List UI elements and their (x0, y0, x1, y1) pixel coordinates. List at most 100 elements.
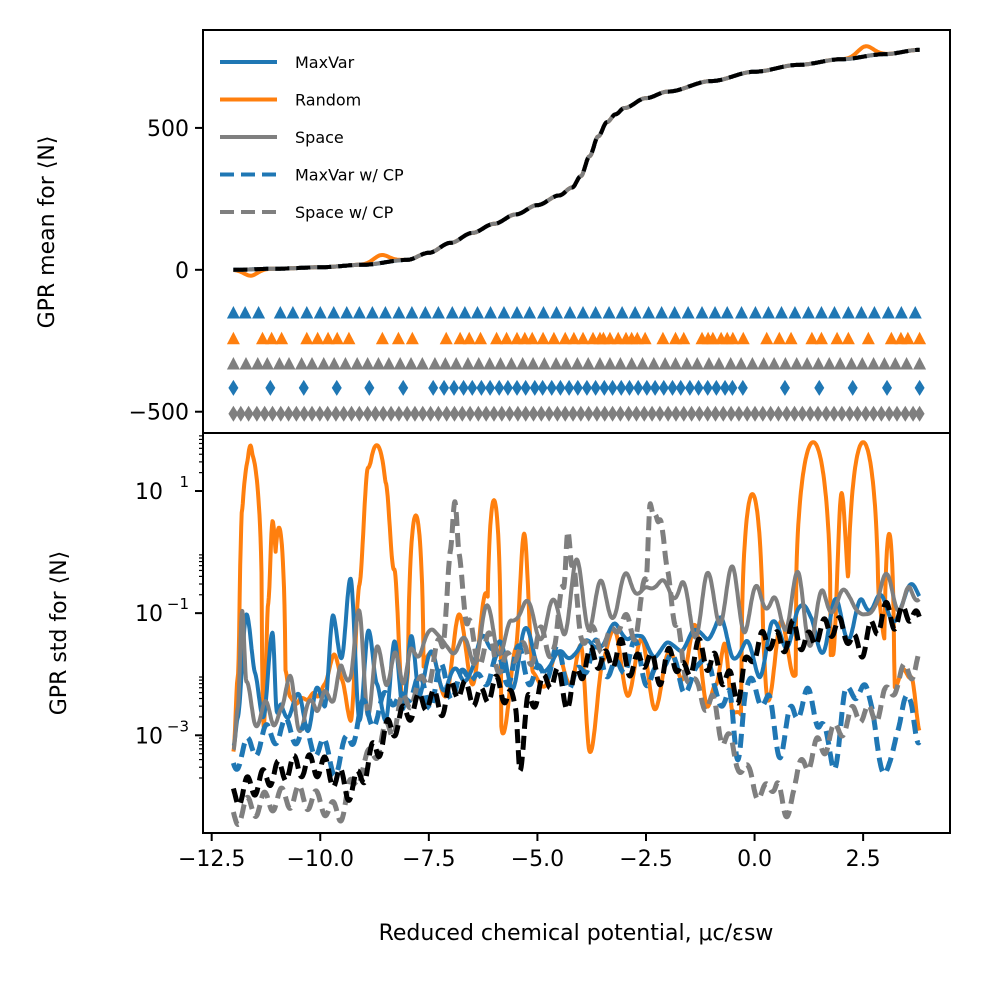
sample-marker-1-53 (884, 331, 898, 345)
sample-marker-0-4 (286, 305, 300, 319)
sample-marker-0-13 (405, 305, 419, 319)
sample-marker-1-14 (462, 331, 476, 345)
sample-marker-2-59 (877, 357, 891, 370)
sample-marker-1-7 (330, 331, 344, 345)
sample-marker-1-16 (490, 331, 504, 345)
sample-marker-0-17 (458, 305, 472, 319)
sample-marker-1-43 (726, 331, 740, 345)
sample-marker-2-50 (778, 357, 792, 370)
sample-marker-1-1 (255, 331, 269, 345)
sample-marker-4-45 (583, 405, 594, 422)
sample-marker-3-36 (693, 379, 704, 396)
sample-marker-2-19 (438, 357, 452, 370)
sample-marker-4-75 (821, 405, 832, 422)
sample-marker-3-42 (779, 379, 790, 396)
sample-marker-2-55 (833, 357, 847, 370)
bottom-panel (230, 440, 922, 827)
sample-marker-4-49 (615, 405, 626, 422)
sample-marker-4-7 (283, 405, 294, 422)
sample-marker-3-30 (641, 379, 652, 396)
sample-marker-4-31 (473, 405, 484, 422)
sample-marker-1-56 (913, 331, 927, 345)
sample-marker-0-24 (550, 305, 564, 319)
sample-marker-3-9 (458, 379, 469, 396)
sample-marker-2-33 (593, 357, 607, 370)
top-line-random (233, 44, 920, 278)
sample-marker-2-27 (526, 357, 540, 370)
sample-marker-2-39 (658, 357, 672, 370)
sample-marker-1-17 (500, 331, 514, 345)
sample-marker-2-31 (570, 357, 584, 370)
sample-marker-3-23 (581, 379, 592, 396)
xtick-label-3: −5.0 (511, 847, 564, 872)
bottom-ytick-exp-0: 1 (179, 473, 189, 491)
sample-marker-4-13 (330, 405, 341, 422)
sample-marker-4-69 (773, 405, 784, 422)
top-ytick-label-2: −500 (129, 401, 189, 426)
xtick-label-4: −2.5 (619, 847, 672, 872)
bottom-y-axis-label: GPR std for ⟨N⟩ (47, 551, 72, 716)
sample-marker-1-3 (275, 331, 289, 345)
sample-marker-2-1 (239, 357, 253, 370)
xtick-label-0: −12.5 (178, 847, 245, 872)
sample-marker-2-42 (690, 357, 704, 370)
sample-marker-4-52 (639, 405, 650, 422)
xtick-label-6: 2.5 (846, 847, 881, 872)
sample-marker-2-53 (811, 357, 825, 370)
sample-marker-1-52 (861, 331, 875, 345)
sample-marker-1-25 (576, 331, 590, 345)
sample-marker-2-48 (757, 357, 771, 370)
sample-marker-4-17 (362, 405, 373, 422)
sample-marker-0-2 (252, 305, 266, 319)
sample-marker-2-7 (305, 357, 319, 370)
sample-marker-1-23 (558, 331, 572, 345)
sample-marker-3-34 (675, 379, 686, 396)
sample-marker-1-20 (525, 331, 539, 345)
sample-marker-1-34 (638, 331, 652, 345)
sample-marker-0-49 (881, 305, 895, 319)
bottom-ytick-label-1: 10 (135, 602, 163, 627)
sample-marker-4-80 (860, 405, 871, 422)
sample-marker-0-25 (563, 305, 577, 319)
sample-marker-4-23 (409, 405, 420, 422)
sample-marker-0-47 (854, 305, 868, 319)
sample-marker-4-29 (457, 405, 468, 422)
sample-marker-4-32 (481, 405, 492, 422)
sample-marker-2-9 (327, 357, 341, 370)
sample-marker-0-16 (445, 305, 459, 319)
sample-marker-4-68 (765, 405, 776, 422)
sample-marker-4-34 (496, 405, 507, 422)
sample-marker-2-4 (272, 357, 286, 370)
sample-marker-4-54 (654, 405, 665, 422)
sample-marker-4-30 (465, 405, 476, 422)
sample-marker-2-17 (415, 357, 429, 370)
legend-label-3: MaxVar w/ CP (295, 166, 404, 185)
sample-marker-0-44 (814, 305, 828, 319)
sample-marker-3-3 (331, 379, 342, 396)
sample-marker-2-62 (913, 357, 927, 370)
sample-marker-0-22 (523, 305, 537, 319)
sample-marker-2-14 (382, 357, 396, 370)
sample-marker-4-36 (512, 405, 523, 422)
sample-marker-0-28 (602, 305, 616, 319)
sample-marker-0-35 (695, 305, 709, 319)
std-line-3 (231, 637, 922, 778)
sample-marker-0-39 (748, 305, 762, 319)
legend: MaxVar Random Space MaxVar w/ CP Space w/ CP (220, 53, 404, 222)
sample-marker-0-15 (431, 305, 445, 319)
xtick-label-1: −10.0 (287, 847, 354, 872)
sample-marker-3-11 (476, 379, 487, 396)
sample-marker-4-86 (908, 405, 919, 422)
sample-marker-2-20 (449, 357, 463, 370)
sample-marker-2-45 (724, 357, 738, 370)
sample-marker-0-42 (788, 305, 802, 319)
sample-marker-0-46 (841, 305, 855, 319)
sample-marker-4-44 (575, 405, 586, 422)
sample-marker-4-78 (844, 405, 855, 422)
sample-marker-1-29 (603, 331, 617, 345)
sample-marker-2-36 (625, 357, 639, 370)
sample-marker-4-57 (678, 405, 689, 422)
sample-marker-4-3 (251, 405, 262, 422)
sample-marker-3-41 (737, 379, 748, 396)
sample-marker-0-34 (681, 305, 695, 319)
